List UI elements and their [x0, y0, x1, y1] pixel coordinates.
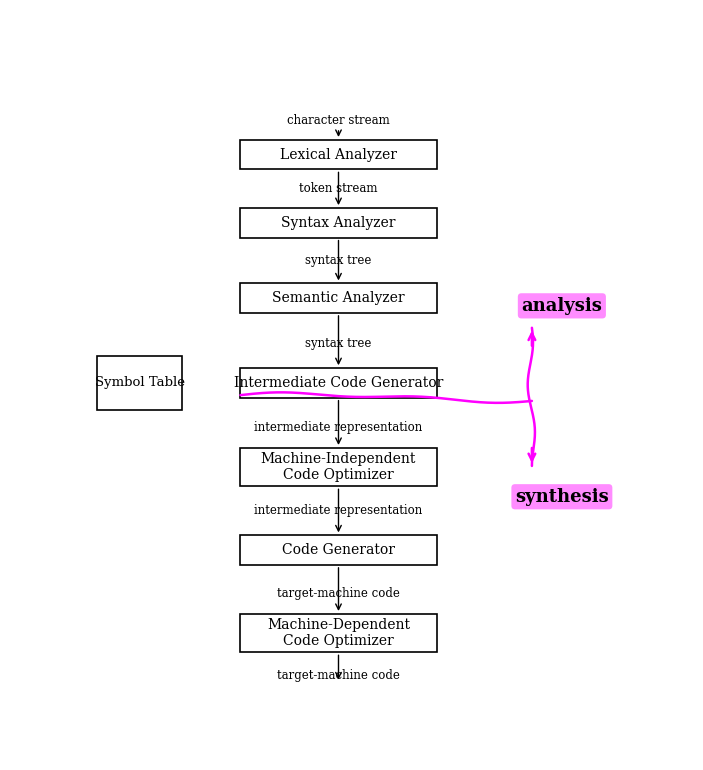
FancyBboxPatch shape — [240, 283, 437, 313]
Text: token stream: token stream — [299, 182, 378, 195]
FancyBboxPatch shape — [240, 535, 437, 565]
Text: intermediate representation: intermediate representation — [254, 504, 423, 517]
FancyBboxPatch shape — [240, 614, 437, 652]
Text: Lexical Analyzer: Lexical Analyzer — [280, 148, 397, 162]
FancyBboxPatch shape — [240, 140, 437, 169]
Text: Machine-Independent
Code Optimizer: Machine-Independent Code Optimizer — [261, 452, 416, 482]
Text: Code Generator: Code Generator — [282, 543, 395, 557]
Text: syntax tree: syntax tree — [305, 253, 372, 266]
Text: intermediate representation: intermediate representation — [254, 421, 423, 434]
Text: Symbol Table: Symbol Table — [95, 377, 185, 390]
Text: Machine-Dependent
Code Optimizer: Machine-Dependent Code Optimizer — [267, 618, 410, 648]
Text: syntax tree: syntax tree — [305, 337, 372, 350]
Text: target-machine code: target-machine code — [277, 588, 400, 601]
Text: character stream: character stream — [287, 115, 390, 127]
Text: Intermediate Code Generator: Intermediate Code Generator — [234, 376, 443, 390]
Text: analysis: analysis — [522, 297, 602, 315]
Text: synthesis: synthesis — [515, 487, 609, 506]
FancyBboxPatch shape — [240, 448, 437, 487]
FancyBboxPatch shape — [240, 208, 437, 238]
FancyBboxPatch shape — [98, 357, 182, 410]
Text: Semantic Analyzer: Semantic Analyzer — [272, 291, 405, 305]
FancyBboxPatch shape — [240, 368, 437, 398]
Text: Syntax Analyzer: Syntax Analyzer — [281, 216, 396, 229]
Text: target-machine code: target-machine code — [277, 669, 400, 682]
